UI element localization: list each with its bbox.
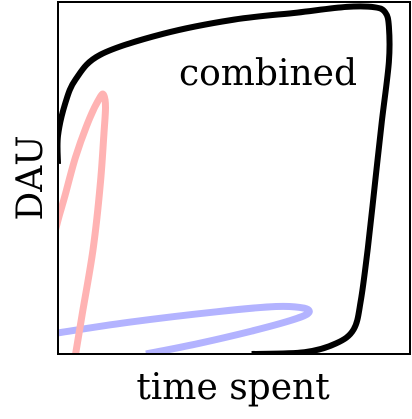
series-line-curve-2: [58, 302, 313, 354]
plot-frame: [57, 1, 411, 355]
annotation-combined: combined: [179, 53, 357, 94]
x-axis-label: time spent: [136, 367, 330, 408]
series-line-curve-1: [58, 90, 109, 354]
series-layer: [58, 3, 393, 354]
series-line-combined: [58, 3, 393, 354]
y-axis-label: DAU: [10, 135, 51, 220]
